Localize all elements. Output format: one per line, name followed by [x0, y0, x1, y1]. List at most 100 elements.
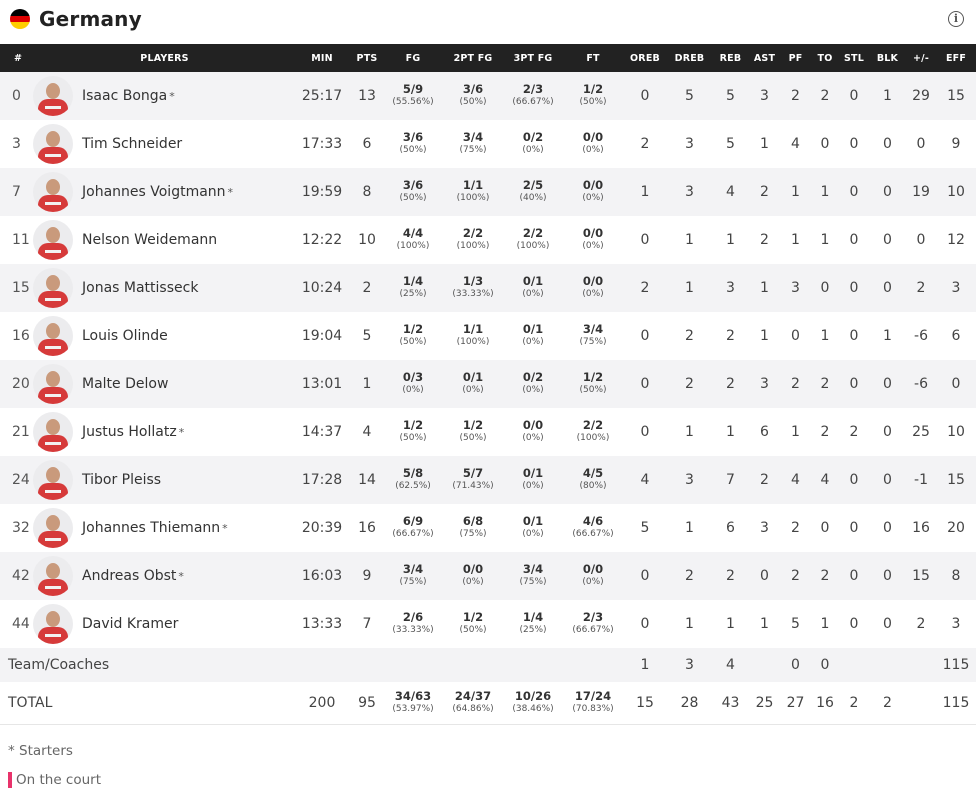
- fg-cell: 4/4 (100%): [383, 216, 443, 264]
- ft-cell: 0/0 (0%): [563, 168, 623, 216]
- blk-stat: 0: [869, 456, 906, 504]
- fg3-shooting: 0/1 (0%): [503, 515, 563, 541]
- fg3-made: 0/2: [522, 370, 544, 384]
- blk-stat: 1: [869, 72, 906, 120]
- player-cell[interactable]: David Kramer: [33, 600, 293, 648]
- ft-pct: (66.67%): [572, 625, 614, 635]
- player-number: 24: [0, 456, 36, 504]
- starter-marker: *: [178, 425, 185, 439]
- table-row[interactable]: 11 Nelson Weidemann 12:22 10 4/4 (100%) 2/2 (10…: [0, 216, 976, 264]
- table-row[interactable]: 7 Johannes Voigtmann * 19:59 8 3/6 (50%) 1/1 (10…: [0, 168, 976, 216]
- player-name[interactable]: David Kramer: [82, 616, 179, 632]
- ft-pct: (70.83%): [572, 704, 614, 714]
- table-row[interactable]: 20 Malte Delow 13:01 1 0/3 (0%) 0/1 (0%) 0/2 (0%)…: [0, 360, 976, 408]
- player-cell[interactable]: Justus Hollatz *: [33, 408, 293, 456]
- starter-marker: *: [178, 569, 184, 583]
- info-icon[interactable]: i: [948, 11, 964, 27]
- blk-stat: 0: [869, 504, 906, 552]
- fg-made: 6/9: [402, 514, 424, 528]
- player-cell[interactable]: Nelson Weidemann: [33, 216, 293, 264]
- table-row[interactable]: 32 Johannes Thiemann * 20:39 16 6/9 (66.67%) 6/…: [0, 504, 976, 552]
- table-row[interactable]: 15 Jonas Mattisseck 10:24 2 1/4 (25%) 1/3 (33.3…: [0, 264, 976, 312]
- fg2-made: 1/1: [462, 322, 484, 336]
- fg-pct: (50%): [399, 145, 427, 155]
- player-name[interactable]: Johannes Voigtmann: [82, 184, 226, 200]
- pf-stat: 2: [780, 552, 811, 600]
- fg-shooting: 1/2 (50%): [383, 419, 443, 445]
- empty-cell: [869, 648, 906, 682]
- minutes: 20:39: [293, 504, 351, 552]
- fg3-made: 10/26: [514, 689, 552, 703]
- fg3-shooting: 10/26 (38.46%): [503, 690, 563, 716]
- player-name[interactable]: Tibor Pleiss: [82, 472, 162, 488]
- fg3-cell: 0/1 (0%): [503, 264, 563, 312]
- ft-cell: 4/6 (66.67%): [563, 504, 623, 552]
- dreb-stat: 3: [667, 648, 712, 682]
- reb-stat: 6: [712, 504, 749, 552]
- empty-cell: [293, 648, 351, 682]
- stl-total: 2: [839, 682, 869, 725]
- dreb-stat: 1: [667, 216, 712, 264]
- to-stat: 2: [811, 408, 839, 456]
- blk-stat: 0: [869, 552, 906, 600]
- pf-stat: 0: [780, 648, 811, 682]
- table-row[interactable]: 3 Tim Schneider 17:33 6 3/6 (50%) 3/4 (75%) 0/2(…: [0, 120, 976, 168]
- points: 10: [351, 216, 383, 264]
- table-row[interactable]: 0 Isaac Bonga * 25:17 13 5/9 (55.56%) 3/6 (50%) 2…: [0, 72, 976, 120]
- blk-stat: 0: [869, 120, 906, 168]
- pf-stat: 2: [780, 504, 811, 552]
- fg3-pct: (66.67%): [512, 97, 554, 107]
- ft-pct: (0%): [582, 145, 604, 155]
- fg-made: 34/63: [394, 689, 432, 703]
- empty-cell: [563, 648, 623, 682]
- fg2-shooting: 1/2 (50%): [443, 419, 503, 445]
- fg-shooting: 6/9 (66.67%): [383, 515, 443, 541]
- player-cell[interactable]: Tim Schneider: [33, 120, 293, 168]
- ft-shooting: 1/2 (50%): [563, 83, 623, 109]
- pm-stat: 15: [906, 552, 936, 600]
- player-cell[interactable]: Isaac Bonga *: [33, 72, 293, 120]
- eff-total: 115: [936, 682, 976, 725]
- table-row[interactable]: 16 Louis Olinde 19:04 5 1/2 (50%) 1/1 (100%) 0/1…: [0, 312, 976, 360]
- table-row[interactable]: 44 David Kramer 13:33 7 2/6 (33.33%) 1/2 (50%) 1…: [0, 600, 976, 648]
- player-name[interactable]: Justus Hollatz: [82, 424, 177, 440]
- player-cell[interactable]: Johannes Voigtmann *: [33, 168, 293, 216]
- player-cell[interactable]: Johannes Thiemann *: [33, 504, 293, 552]
- player-cell[interactable]: Andreas Obst *: [33, 552, 293, 600]
- fg3-cell: 10/26 (38.46%): [503, 682, 563, 725]
- ft-made: 2/3: [582, 610, 604, 624]
- reb-stat: 4: [712, 168, 749, 216]
- player-cell[interactable]: Jonas Mattisseck: [33, 264, 293, 312]
- points: 13: [351, 72, 383, 120]
- table-row[interactable]: 42 Andreas Obst * 16:03 9 3/4 (75%) 0/0 (0%) 3/4(…: [0, 552, 976, 600]
- player-name[interactable]: Jonas Mattisseck: [82, 280, 199, 296]
- fg3-pct: (0%): [522, 529, 544, 539]
- column-header: EFF: [936, 44, 976, 72]
- reb-stat: 1: [712, 408, 749, 456]
- pm-stat: 19: [906, 168, 936, 216]
- fg2-shooting: 0/1 (0%): [443, 371, 503, 397]
- player-name[interactable]: Louis Olinde: [82, 328, 168, 344]
- fg2-pct: (100%): [456, 241, 490, 251]
- player-name[interactable]: Malte Delow: [82, 376, 169, 392]
- player-name[interactable]: Andreas Obst: [82, 568, 177, 584]
- ft-cell: 4/5 (80%): [563, 456, 623, 504]
- fg3-cell: 0/1 (0%): [503, 312, 563, 360]
- player-name[interactable]: Tim Schneider: [82, 136, 183, 152]
- minutes: 19:04: [293, 312, 351, 360]
- oreb-stat: 0: [623, 312, 667, 360]
- player-cell[interactable]: Louis Olinde: [33, 312, 293, 360]
- table-row[interactable]: 21 Justus Hollatz * 14:37 4 1/2 (50%) 1/2 (50%) 0…: [0, 408, 976, 456]
- player-name[interactable]: Johannes Thiemann: [82, 520, 221, 536]
- player-name[interactable]: Nelson Weidemann: [82, 232, 218, 248]
- fg-shooting: 5/8 (62.5%): [383, 467, 443, 493]
- fg-made: 3/6: [402, 178, 424, 192]
- fg3-shooting: 0/1 (0%): [503, 323, 563, 349]
- oreb-stat: 0: [623, 360, 667, 408]
- pm-stat: 0: [906, 216, 936, 264]
- player-name[interactable]: Isaac Bonga: [82, 88, 168, 104]
- eff-stat: 6: [936, 312, 976, 360]
- player-cell[interactable]: Malte Delow: [33, 360, 293, 408]
- player-cell[interactable]: Tibor Pleiss: [33, 456, 293, 504]
- table-row[interactable]: 24 Tibor Pleiss 17:28 14 5/8 (62.5%) 5/7 (71.43…: [0, 456, 976, 504]
